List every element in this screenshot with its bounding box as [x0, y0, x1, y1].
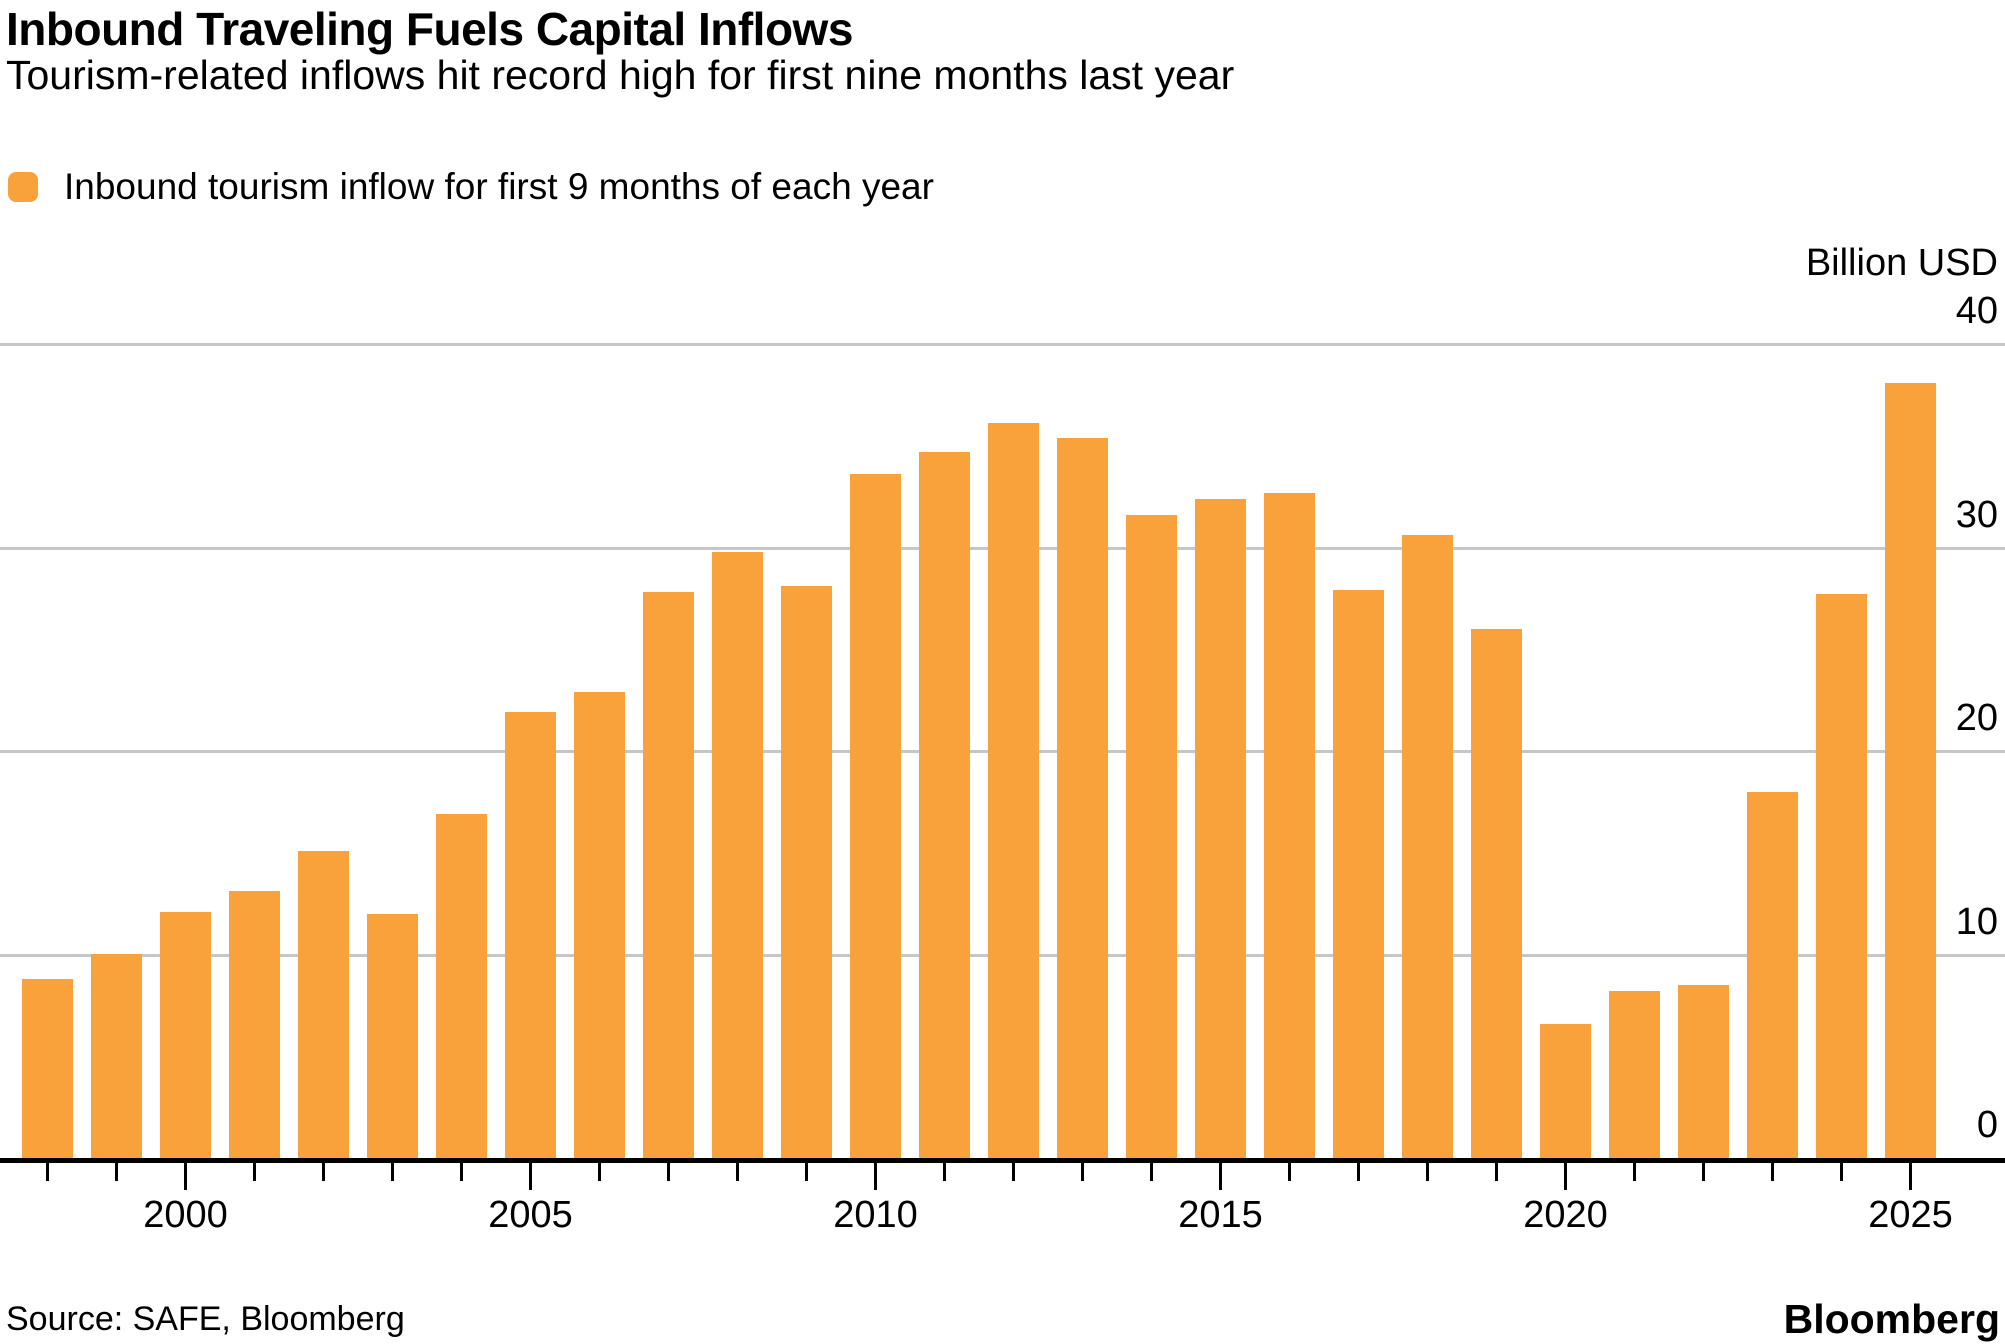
y-axis-label-30: 30: [1955, 493, 1998, 536]
bloomberg-logo: Bloomberg: [1783, 1296, 2000, 1342]
bar-2019: [1471, 629, 1522, 1158]
x-tick-2008: [736, 1163, 739, 1181]
x-tick-2013: [1081, 1163, 1084, 1181]
x-tick-2007: [667, 1163, 670, 1181]
bar-2017: [1333, 590, 1384, 1158]
bar-2016: [1264, 493, 1315, 1158]
gridline-40: [0, 343, 2005, 346]
bar-1998: [22, 979, 73, 1158]
bar-2015: [1195, 499, 1246, 1158]
chart-subtitle: Tourism-related inflows hit record high …: [6, 52, 1235, 98]
bar-2007: [643, 592, 694, 1158]
bar-2005: [505, 712, 556, 1158]
bar-2013: [1057, 438, 1108, 1158]
y-axis-label-0: 0: [1976, 1104, 1998, 1146]
x-tick-2000: [184, 1163, 187, 1190]
y-axis-label-10: 10: [1955, 900, 1998, 943]
x-axis-label-2010: 2010: [833, 1194, 918, 1236]
x-tick-2006: [598, 1163, 601, 1181]
y-axis-label-40: 40: [1955, 290, 1998, 332]
x-tick-2005: [529, 1163, 532, 1190]
bar-2004: [436, 814, 487, 1158]
x-tick-2025: [1909, 1163, 1912, 1190]
x-tick-2012: [1012, 1163, 1015, 1181]
x-tick-2004: [460, 1163, 463, 1181]
x-tick-2020: [1564, 1163, 1567, 1190]
x-tick-2001: [253, 1163, 256, 1181]
x-tick-2017: [1357, 1163, 1360, 1181]
bar-2023: [1747, 792, 1798, 1158]
source-note: Source: SAFE, Bloomberg: [6, 1300, 405, 1338]
bar-2011: [919, 452, 970, 1158]
legend-swatch-icon: [8, 172, 38, 202]
bar-2025: [1885, 383, 1936, 1158]
x-tick-2002: [322, 1163, 325, 1181]
bar-1999: [91, 954, 142, 1158]
bar-2010: [850, 474, 901, 1158]
bar-2014: [1126, 515, 1177, 1158]
x-axis-label-2015: 2015: [1178, 1194, 1263, 1236]
x-tick-2018: [1426, 1163, 1429, 1181]
y-axis-label-20: 20: [1955, 697, 1998, 739]
x-tick-2011: [943, 1163, 946, 1181]
bar-2006: [574, 692, 625, 1158]
x-axis-label-2025: 2025: [1868, 1194, 1953, 1236]
legend-label: Inbound tourism inflow for first 9 month…: [64, 166, 934, 207]
x-axis-label-2000: 2000: [143, 1194, 228, 1236]
bar-2001: [229, 891, 280, 1158]
bar-2008: [712, 552, 763, 1158]
legend: Inbound tourism inflow for first 9 month…: [8, 166, 934, 208]
bar-2021: [1609, 991, 1660, 1158]
x-tick-2021: [1633, 1163, 1636, 1181]
x-tick-1998: [46, 1163, 49, 1181]
x-tick-2022: [1702, 1163, 1705, 1181]
x-tick-2009: [805, 1163, 808, 1181]
x-axis-line: [0, 1158, 2005, 1163]
bar-2009: [781, 586, 832, 1158]
x-axis-label-2020: 2020: [1523, 1194, 1608, 1236]
chart-title: Inbound Traveling Fuels Capital Inflows: [6, 3, 853, 55]
x-tick-2024: [1840, 1163, 1843, 1181]
y-axis-unit-label: Billion USD: [1805, 242, 1998, 284]
x-tick-1999: [115, 1163, 118, 1181]
bar-2012: [988, 423, 1039, 1158]
x-tick-2014: [1150, 1163, 1153, 1181]
bar-2018: [1402, 535, 1453, 1158]
bar-2002: [298, 851, 349, 1158]
bar-2022: [1678, 985, 1729, 1158]
x-tick-2010: [874, 1163, 877, 1190]
x-tick-2023: [1771, 1163, 1774, 1181]
x-tick-2016: [1288, 1163, 1291, 1181]
x-tick-2019: [1495, 1163, 1498, 1181]
bar-2000: [160, 912, 211, 1158]
bar-2024: [1816, 594, 1867, 1158]
x-tick-2015: [1219, 1163, 1222, 1190]
x-axis-label-2005: 2005: [488, 1194, 573, 1236]
x-tick-2003: [391, 1163, 394, 1181]
bar-2003: [367, 914, 418, 1158]
bar-2020: [1540, 1024, 1591, 1158]
